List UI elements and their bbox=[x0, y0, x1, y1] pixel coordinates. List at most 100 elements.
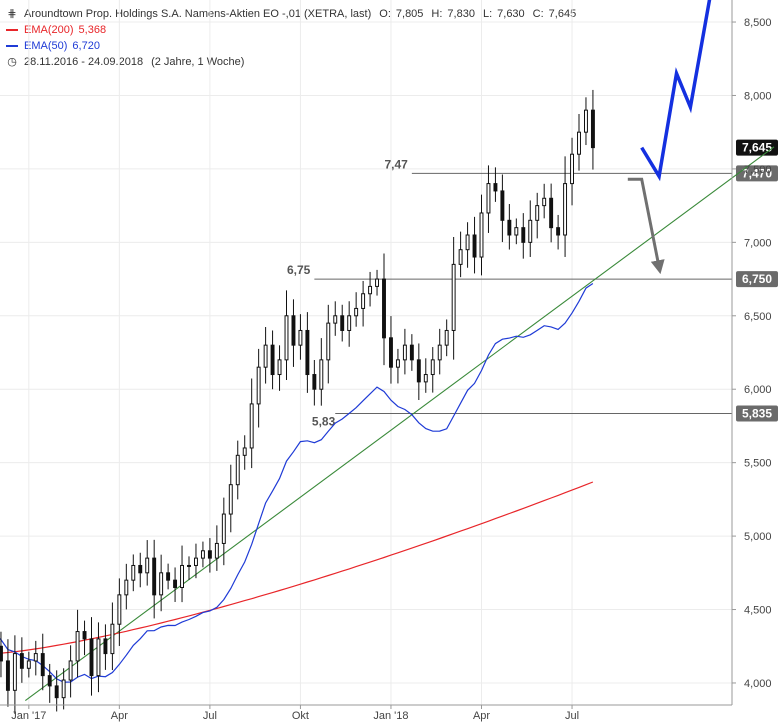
ohlc-high-value: 7,830 bbox=[447, 8, 475, 20]
candle-body bbox=[368, 285, 373, 295]
candle-body bbox=[96, 638, 101, 677]
legend-title-row: ⋕ Aroundtown Prop. Holdings S.A. Namens-… bbox=[6, 6, 576, 22]
candle-body bbox=[173, 579, 178, 588]
candle-body bbox=[207, 550, 212, 559]
y-tick-label: 5,000 bbox=[744, 531, 772, 543]
candle-body bbox=[159, 572, 164, 596]
legend-range-row: ◷ 28.11.2016 - 24.09.2018 (2 Jahre, 1 Wo… bbox=[6, 54, 576, 70]
level-price-box bbox=[736, 271, 778, 288]
level-label: 6,75 bbox=[287, 263, 311, 277]
candle-body bbox=[291, 315, 296, 346]
candle-body bbox=[256, 366, 261, 405]
ohlc-open-label: O: bbox=[379, 8, 391, 20]
candle-body bbox=[235, 454, 240, 486]
x-tick-label: Jan '17 bbox=[11, 710, 46, 722]
candle-body bbox=[12, 653, 17, 691]
candle-body bbox=[514, 227, 519, 236]
candle-body bbox=[347, 315, 352, 331]
candle-body bbox=[423, 374, 428, 383]
candle-body bbox=[187, 564, 191, 567]
y-tick-label: 6,000 bbox=[744, 384, 772, 396]
candle-body bbox=[409, 344, 414, 361]
ohlc-low-value: 7,630 bbox=[497, 8, 525, 20]
candle-body bbox=[26, 660, 31, 669]
y-tick-label: 7,000 bbox=[744, 237, 772, 249]
ema200-value: 5,368 bbox=[78, 24, 107, 36]
candle-body bbox=[19, 653, 24, 669]
candle-body bbox=[47, 675, 52, 687]
level-price-box-text: 5,835 bbox=[742, 406, 772, 420]
candle-body bbox=[472, 234, 477, 258]
bearish-scenario-arrow bbox=[627, 177, 665, 275]
candlestick-icon: ⋕ bbox=[7, 8, 17, 20]
y-tick-label: 7,500 bbox=[744, 164, 772, 176]
ema200-swatch bbox=[6, 29, 18, 31]
candle-body bbox=[131, 564, 136, 581]
candle-body bbox=[75, 631, 80, 662]
y-axis: 4,000 4,500 5,000 5,500 6,000 6,500 7,000 7,500… bbox=[731, 0, 772, 705]
candle-body bbox=[110, 623, 115, 655]
candle-body bbox=[556, 227, 561, 236]
candle-body bbox=[542, 197, 547, 207]
candle-body bbox=[479, 212, 484, 258]
candle-body bbox=[340, 315, 345, 331]
candle-body bbox=[194, 557, 198, 566]
candle-body bbox=[437, 344, 442, 361]
candle-body bbox=[221, 513, 226, 544]
candle-body bbox=[521, 227, 526, 243]
level-label: 5,83 bbox=[312, 414, 336, 428]
candle-body bbox=[270, 344, 275, 376]
ema200-label: EMA(200) bbox=[24, 24, 74, 36]
grid-lines bbox=[0, 0, 732, 705]
instrument-title: Aroundtown Prop. Holdings S.A. Namens-Ak… bbox=[24, 8, 372, 20]
ema50-value: 6,720 bbox=[72, 40, 100, 52]
legend-ema50-row: EMA(50) 6,720 bbox=[6, 38, 576, 54]
candle-body bbox=[117, 594, 122, 625]
candle-body bbox=[451, 263, 456, 331]
candle-body bbox=[138, 564, 143, 574]
x-tick-label: Apr bbox=[111, 710, 128, 722]
candle-body bbox=[54, 685, 59, 699]
bullish-scenario-arrow bbox=[640, 0, 712, 182]
candle-body bbox=[375, 278, 379, 287]
x-axis: Jan '17 Apr Jul Okt Jan '18 Apr Jul bbox=[0, 704, 732, 722]
y-tick-label: 6,500 bbox=[744, 311, 772, 323]
candle-body bbox=[40, 653, 45, 677]
chart-legend: ⋕ Aroundtown Prop. Holdings S.A. Namens-… bbox=[6, 6, 576, 70]
candle-body bbox=[61, 679, 66, 699]
candle-body bbox=[319, 359, 324, 390]
candle-body bbox=[103, 638, 108, 655]
legend-ema200-row: EMA(200) 5,368 bbox=[6, 22, 576, 38]
candle-body bbox=[263, 344, 268, 368]
ema-layer bbox=[0, 283, 594, 683]
scenario-arrows bbox=[627, 0, 712, 275]
candle-body bbox=[298, 329, 303, 346]
candle-body bbox=[333, 315, 338, 324]
ohlc-open-value: 7,805 bbox=[395, 8, 424, 20]
x-tick-label: Apr bbox=[473, 710, 490, 722]
ema50-swatch bbox=[6, 45, 18, 47]
candle-body bbox=[382, 278, 386, 339]
level-price-box bbox=[736, 165, 778, 182]
candle-body bbox=[493, 183, 498, 192]
ohlc-close-label: C: bbox=[532, 8, 544, 20]
candle-body bbox=[305, 329, 310, 376]
candle-body bbox=[228, 484, 233, 515]
clock-icon: ◷ bbox=[7, 56, 17, 68]
candle-body bbox=[528, 219, 533, 243]
date-range-duration: (2 Jahre, 1 Woche) bbox=[151, 56, 245, 68]
candle-body bbox=[242, 447, 247, 456]
candle-body bbox=[535, 205, 540, 221]
ohlc-low-label: L: bbox=[482, 8, 493, 20]
candle-body bbox=[486, 183, 491, 214]
candle-body bbox=[249, 403, 254, 449]
x-tick-label: Jul bbox=[565, 710, 579, 722]
level-price-box bbox=[736, 405, 778, 422]
candle-body bbox=[5, 660, 10, 691]
candle-body bbox=[549, 197, 554, 229]
candle-body bbox=[33, 653, 38, 662]
candle-body bbox=[590, 109, 595, 149]
last-price-text: 7,645 bbox=[742, 141, 772, 155]
ema50-label: EMA(50) bbox=[24, 40, 68, 52]
